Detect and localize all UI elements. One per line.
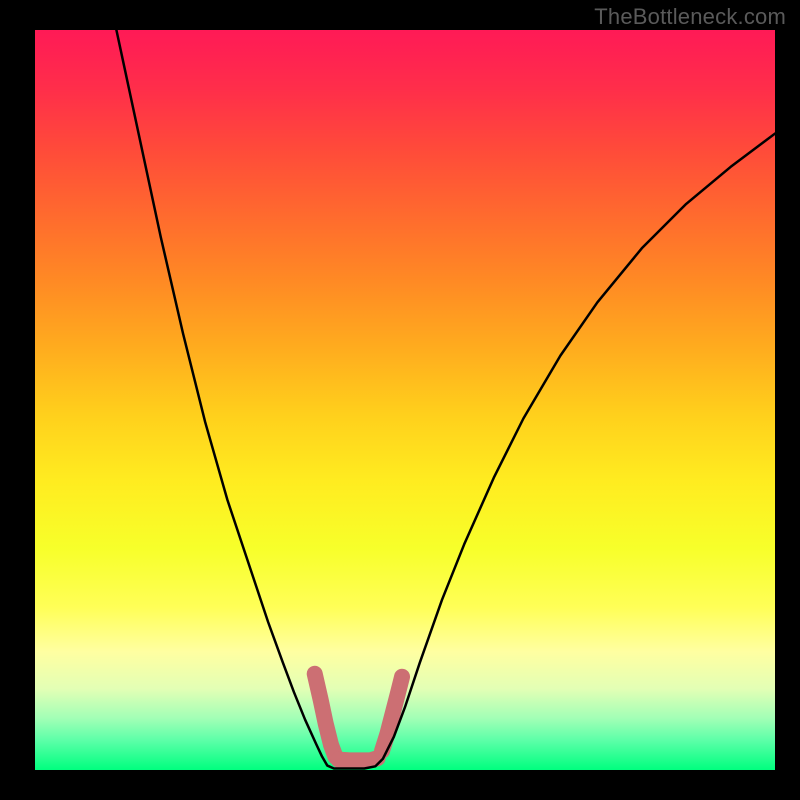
plot-area	[35, 30, 775, 770]
marker-segment	[315, 674, 336, 757]
watermark-text: TheBottleneck.com	[594, 4, 786, 30]
bottleneck-curve	[116, 30, 775, 769]
marker-segment	[338, 758, 377, 760]
chart-svg	[35, 30, 775, 770]
